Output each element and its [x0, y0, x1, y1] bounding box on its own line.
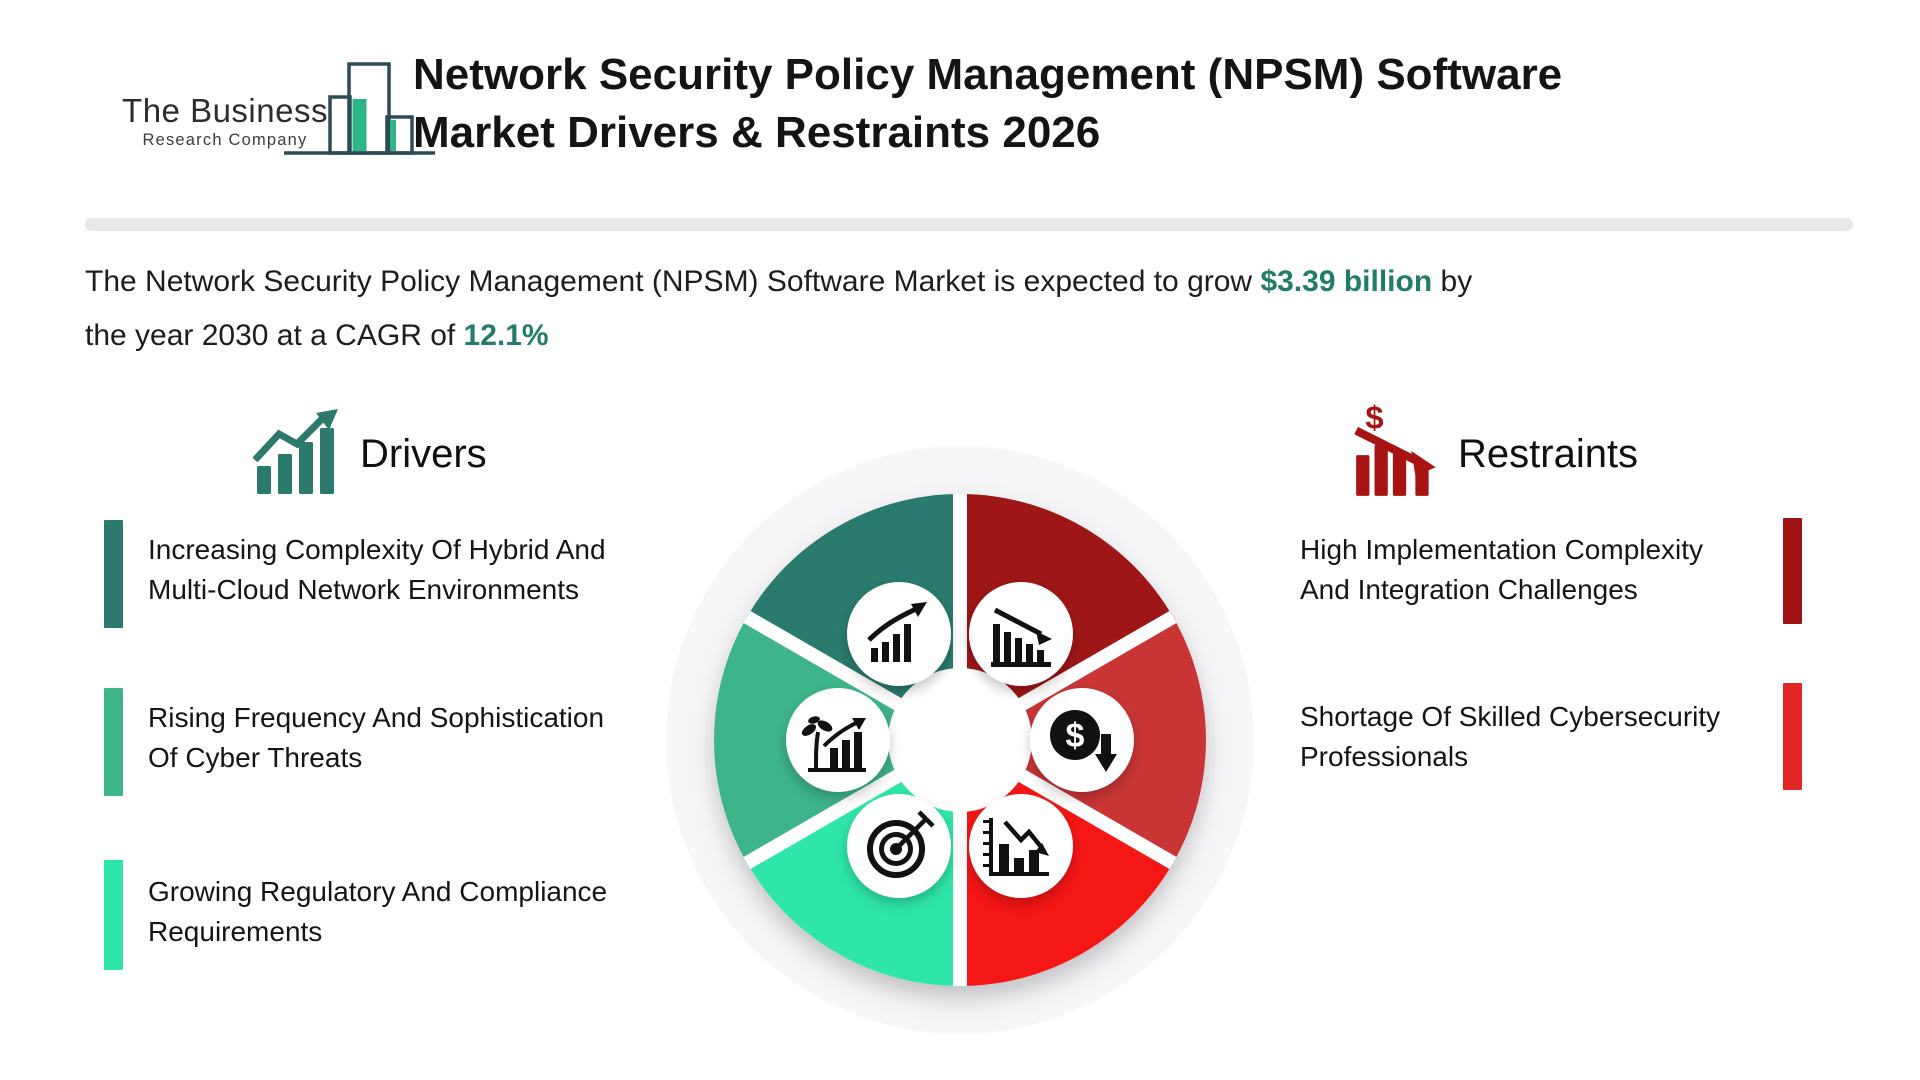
restraint-item-line: High Implementation Complexity: [1300, 534, 1704, 565]
page-title-line1: Network Security Policy Management (NPSM…: [413, 50, 1563, 99]
driver-item-bar: [104, 520, 123, 628]
restraint-item-bar: [1783, 518, 1802, 624]
cagr-highlight: 12.1%: [463, 319, 549, 352]
dollar-glyph: $: [1365, 402, 1383, 436]
plant-growth-chart-icon: [786, 688, 890, 792]
logo-bar-tall: [347, 62, 391, 155]
intro-line1-post: by: [1432, 265, 1473, 298]
logo-bar-medium: [328, 95, 352, 155]
driver-item-bar: [104, 688, 123, 796]
logo-bar-small: [385, 115, 414, 155]
growth-chart-arrow-icon: [847, 582, 951, 686]
restraint-item: High Implementation Complexity And Integ…: [1300, 530, 1770, 610]
target-dart-icon: [847, 794, 951, 898]
driver-item-bar: [104, 860, 123, 970]
bar-chart-logo-icon: [284, 62, 435, 155]
dollar-decrease-icon: $: [1030, 688, 1134, 792]
driver-item-line: Growing Regulatory And Compliance: [148, 876, 608, 907]
declining-bars-dollar-icon: $: [1354, 402, 1436, 496]
driver-item: Rising Frequency And Sophistication Of C…: [148, 698, 668, 778]
page-title-line2: Market Drivers & Restraints 2026: [413, 108, 1101, 157]
brand-name-line2: Research Company: [142, 131, 308, 149]
declining-bars-arrow-icon: [969, 582, 1073, 686]
driver-item-line: Of Cyber Threats: [148, 742, 363, 773]
restraint-item-line: Professionals: [1300, 741, 1469, 772]
page-title: Network Security Policy Management (NPSM…: [413, 46, 1562, 162]
driver-item-line: Increasing Complexity Of Hybrid And: [148, 534, 606, 565]
restraint-item: Shortage Of Skilled Cybersecurity Profes…: [1300, 697, 1770, 777]
growth-bars-up-arrow-icon: [252, 409, 338, 494]
declining-line-chart-icon: [969, 794, 1073, 898]
intro-line2-pre: the year 2030 at a CAGR of: [85, 319, 464, 352]
drivers-heading: Drivers: [360, 432, 487, 476]
restraint-item-bar: [1783, 683, 1802, 790]
intro-line2: the year 2030 at a CAGR of 12.1%: [85, 309, 1472, 363]
intro-line1-pre: The Network Security Policy Management (…: [85, 265, 1261, 298]
brand-name-line1: The Business: [122, 92, 328, 129]
header-divider: [85, 218, 1853, 231]
intro-text: The Network Security Policy Management (…: [85, 255, 1472, 363]
driver-item-line: Multi-Cloud Network Environments: [148, 574, 580, 605]
brand-name: The Business Research Company: [116, 92, 334, 150]
intro-line1: The Network Security Policy Management (…: [85, 255, 1472, 309]
restraints-heading: Restraints: [1458, 432, 1639, 476]
wheel-center-hole: [888, 668, 1032, 812]
driver-item-line: Requirements: [148, 916, 323, 947]
driver-item-line: Rising Frequency And Sophistication: [148, 702, 605, 733]
drivers-restraints-wheel: $: [666, 446, 1254, 1034]
market-value-highlight: $3.39 billion: [1260, 265, 1433, 298]
logo-bar-green-small: [390, 120, 396, 151]
driver-item: Growing Regulatory And Compliance Requir…: [148, 872, 668, 952]
driver-item: Increasing Complexity Of Hybrid And Mult…: [148, 530, 668, 610]
logo-bar-green: [352, 99, 367, 151]
restraint-item-line: Shortage Of Skilled Cybersecurity: [1300, 701, 1721, 732]
restraint-item-line: And Integration Challenges: [1300, 574, 1638, 605]
dollar-glyph: $: [1066, 717, 1085, 755]
